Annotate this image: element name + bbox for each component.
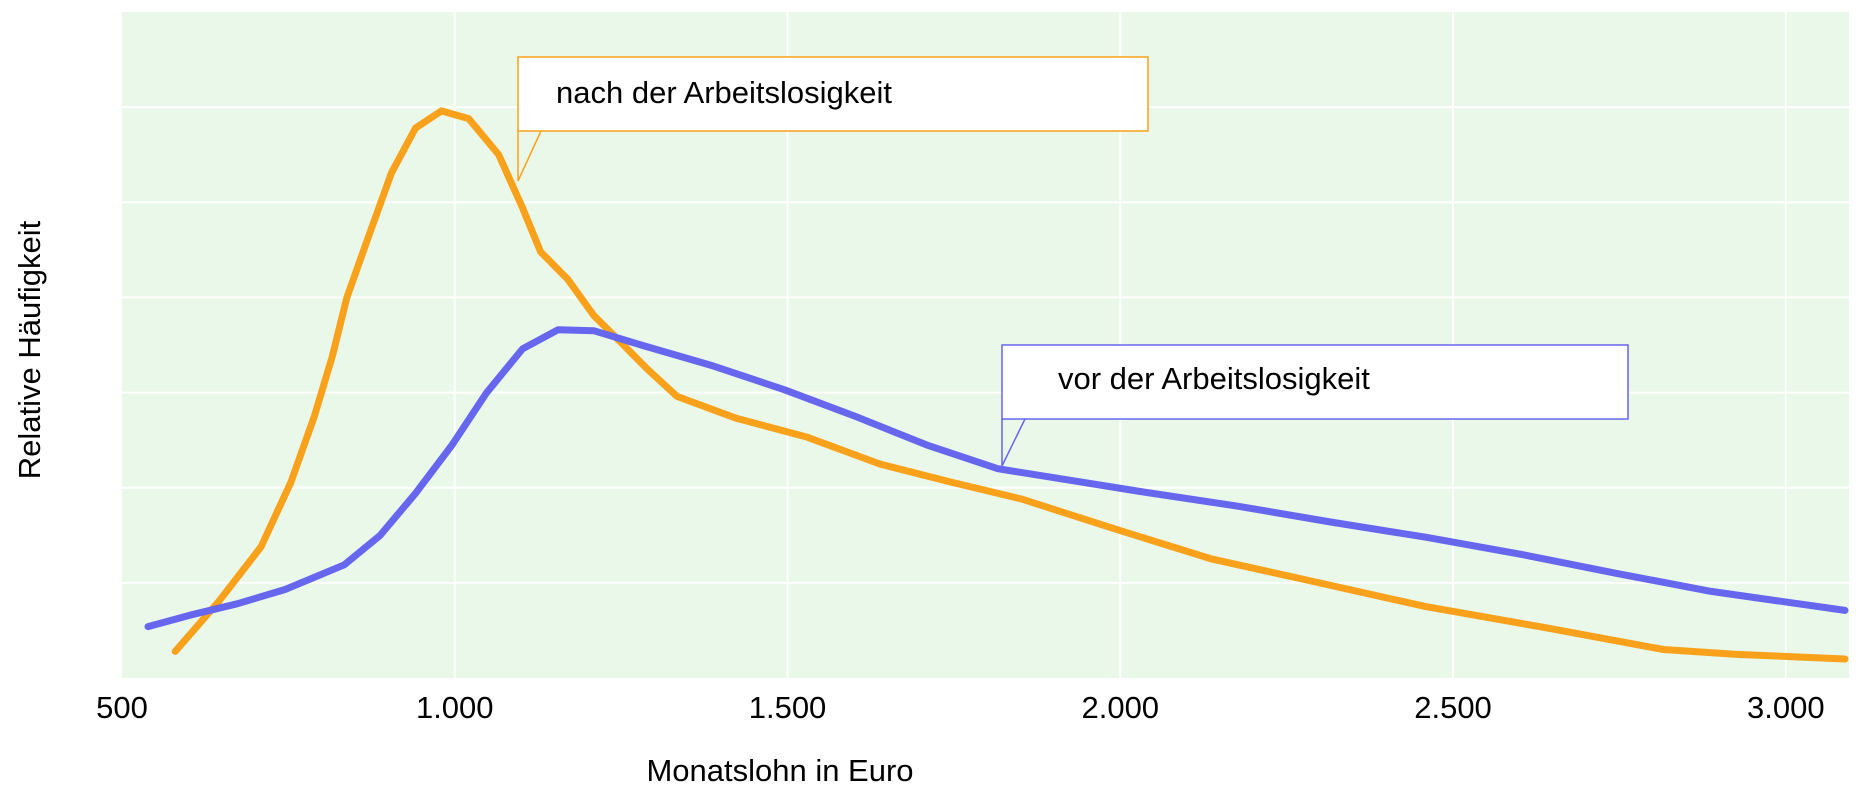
x-tick-label: 2.500	[1414, 690, 1492, 725]
x-axis-label: Monatslohn in Euro	[646, 753, 913, 788]
x-tick-label: 3.000	[1747, 690, 1825, 725]
callout-box	[517, 56, 1149, 132]
callout-pointer	[517, 130, 542, 182]
series-line	[171, 107, 1849, 663]
x-tick-label: 1.500	[749, 690, 827, 725]
callout-pointer	[1001, 418, 1026, 467]
legend-label: nach der Arbeitslosigkeit	[556, 75, 892, 110]
x-tick-label: 1.000	[416, 690, 494, 725]
series-line	[144, 326, 1849, 631]
x-tick-label: 500	[96, 690, 148, 725]
y-axis-label: Relative Häufigkeit	[12, 220, 47, 479]
x-tick-label: 2.000	[1081, 690, 1159, 725]
callout-box	[1001, 344, 1629, 420]
legend-label: vor der Arbeitslosigkeit	[1058, 361, 1370, 396]
